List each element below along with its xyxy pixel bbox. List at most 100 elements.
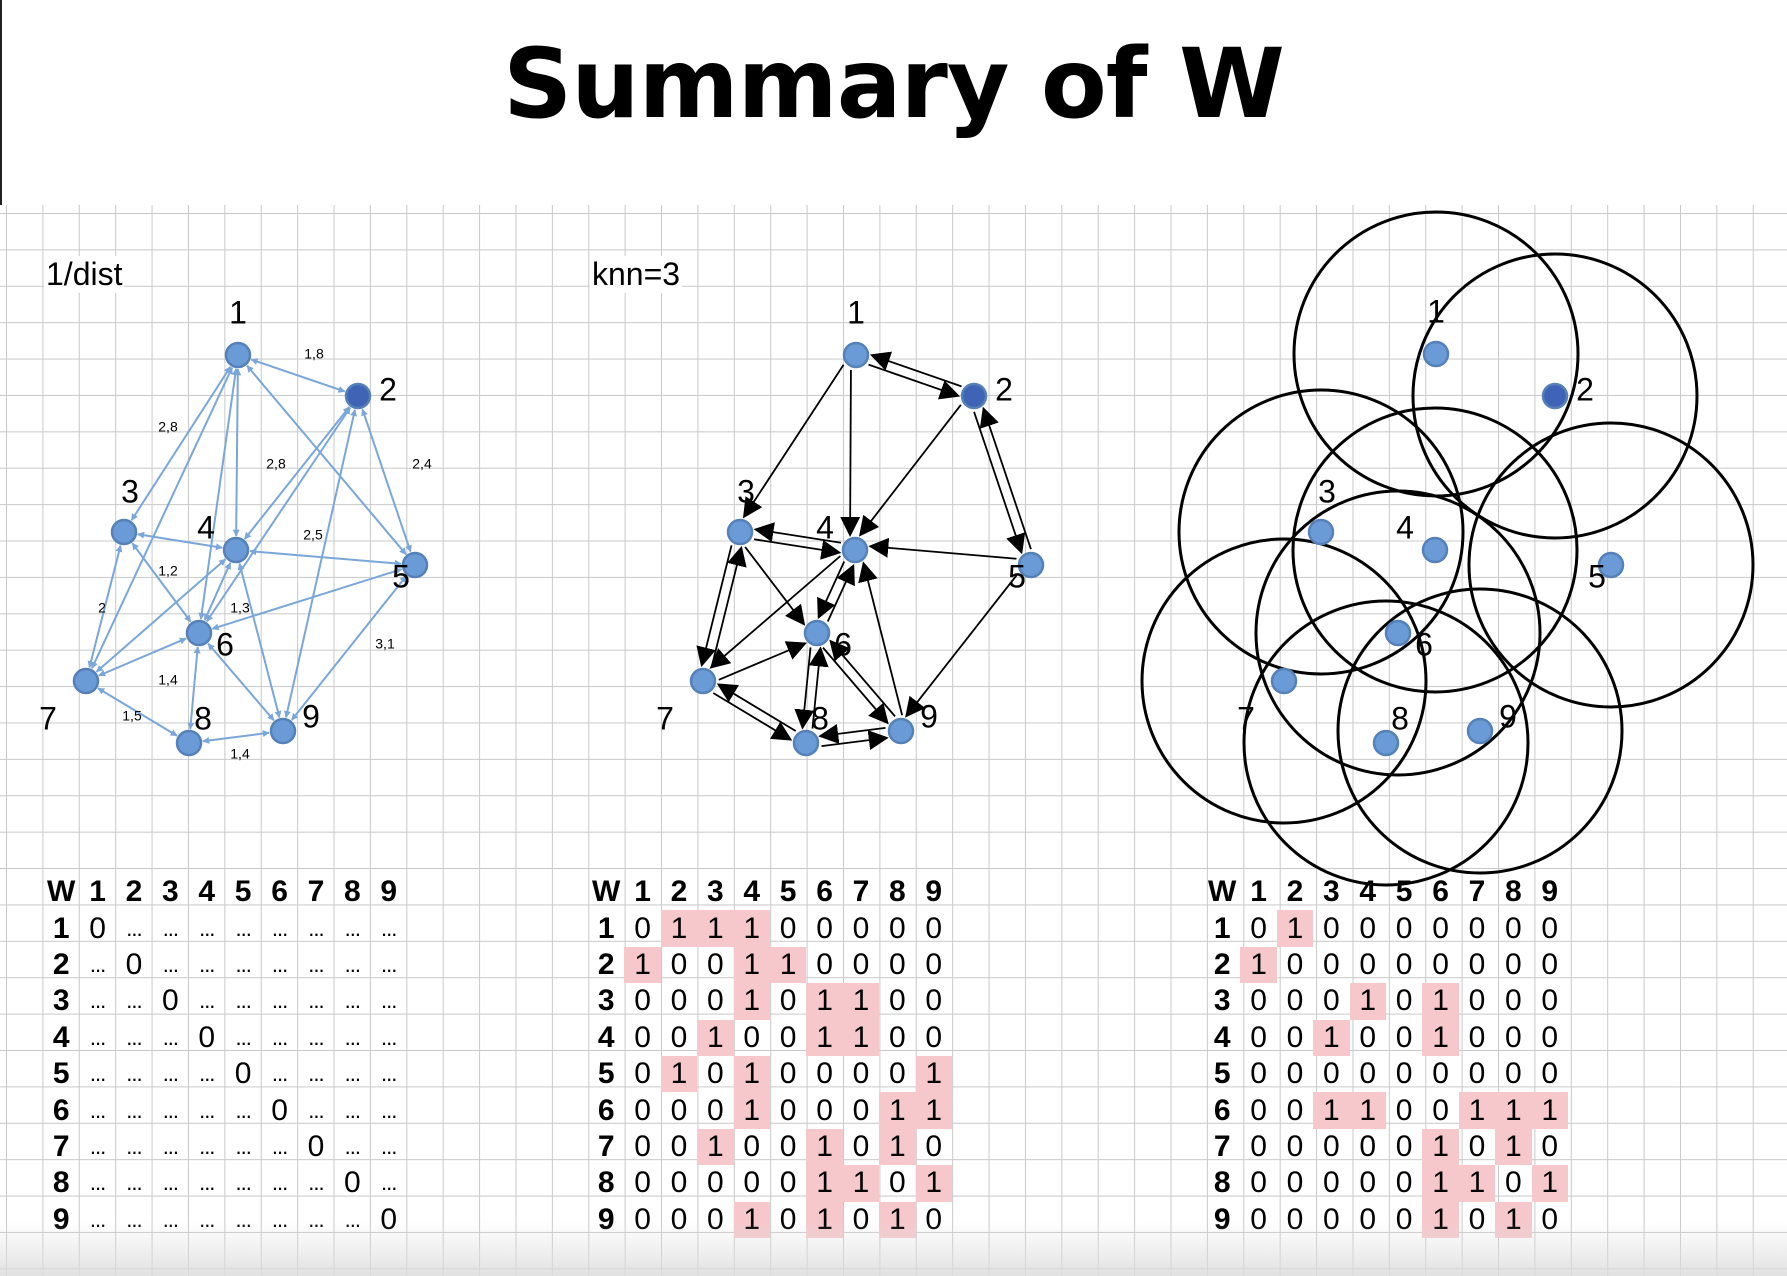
node-label: 8 (194, 700, 212, 736)
matrix-cell: 0 (852, 947, 870, 981)
matrix-cell: 0 (1432, 911, 1449, 945)
matrix-cell: 1 (1349, 983, 1386, 1020)
weighted-edge (361, 408, 412, 553)
matrix-cell: 0 (1250, 1166, 1267, 1200)
matrix-cell: 1 (733, 983, 770, 1020)
node-label: 1 (1427, 293, 1445, 329)
matrix-cell: ... (344, 1061, 361, 1087)
matrix-cell: 0 (343, 1166, 361, 1200)
matrix-row-header: 1 (597, 911, 615, 945)
weight-matrix-dist: W 1 2 3 4 5 6 7 8 9 1 0........................ 2...… (43, 874, 407, 1238)
matrix-cell: 0 (1395, 911, 1413, 945)
node-label: 8 (1391, 700, 1409, 736)
matrix-cell: ... (381, 915, 397, 941)
matrix-cell: 0 (670, 1020, 688, 1054)
matrix-cell: 0 (1468, 1129, 1486, 1163)
panel-2-label: knn=3 (590, 256, 683, 293)
matrix-cell: 1 (1531, 1092, 1568, 1129)
matrix-cell: 1 (1458, 1165, 1496, 1202)
matrix-row-header: 4 (52, 1020, 70, 1054)
matrix-row-header: 7 (1213, 1129, 1231, 1163)
matrix-row-header: 3 (597, 984, 615, 1018)
graph-node (689, 667, 717, 695)
knn-directed-edge (905, 573, 1019, 718)
matrix-cell: ... (235, 988, 251, 1014)
node-label: 3 (121, 473, 139, 509)
matrix-col-header: 2 (125, 875, 143, 909)
matrix-cell: 1 (915, 1055, 952, 1093)
graph-node (1017, 551, 1045, 579)
matrix-row-header: 2 (52, 947, 70, 981)
node-label: 2 (379, 371, 397, 407)
matrix-cell: 1 (806, 1128, 843, 1166)
matrix-cell: 0 (852, 1057, 870, 1091)
matrix-cell: ... (199, 1170, 215, 1196)
matrix-cell: ... (308, 915, 324, 941)
graph-node (1541, 382, 1569, 410)
node-label: 1 (229, 294, 247, 330)
matrix-cell: ... (89, 951, 106, 977)
matrix-cell: 1 (1313, 1019, 1350, 1056)
matrix-row: 5............ 0............ (43, 1056, 407, 1092)
knn-directed-edge (840, 369, 861, 537)
edge-weight-label: 1,3 (230, 600, 250, 616)
matrix-cell: 0 (1323, 1057, 1340, 1091)
matrix-cell: ... (381, 988, 397, 1014)
matrix-corner-label: W (1208, 875, 1237, 909)
knn-directed-edge (973, 411, 1026, 555)
node-label: 7 (656, 700, 674, 736)
edge-weight-label: 2,8 (158, 419, 178, 435)
matrix-cell: ... (344, 1133, 361, 1159)
knn-directed-edge (794, 647, 815, 730)
matrix-col-header: 7 (852, 875, 870, 909)
matrix-cell: 0 (162, 984, 179, 1018)
node-label: 2 (995, 371, 1013, 407)
graph-node (1421, 536, 1449, 564)
matrix-cell: 0 (1323, 984, 1340, 1018)
weighted-edge (232, 368, 242, 537)
matrix-cell: 0 (634, 911, 651, 945)
matrix-cell: ... (126, 915, 142, 941)
matrix-cell: ... (381, 1133, 397, 1159)
matrix-cell: 0 (925, 1020, 943, 1054)
node-label: 4 (816, 509, 834, 545)
matrix-cell: 0 (1541, 984, 1559, 1018)
matrix-cell: ... (344, 915, 361, 941)
matrix-cell: 0 (707, 1166, 724, 1200)
edge-weight-label: 2,8 (266, 456, 286, 472)
weighted-edge (207, 642, 275, 722)
matrix-row-header: 7 (597, 1129, 615, 1163)
matrix-cell: ... (271, 951, 288, 977)
matrix-row: 3...... 0.................. (43, 983, 407, 1019)
matrix-cell: 0 (1250, 1129, 1267, 1163)
matrix-cell: 1 (1531, 1165, 1568, 1202)
panel-1-edges (87, 358, 412, 744)
matrix-cell: ... (162, 1061, 179, 1087)
matrix-cell: 0 (707, 984, 724, 1018)
matrix-cell: ... (162, 951, 179, 977)
matrix-cell: ... (126, 1133, 142, 1159)
matrix-cell: 1 (1495, 1128, 1532, 1166)
matrix-cell: 0 (1468, 984, 1486, 1018)
node-label: 8 (811, 700, 829, 736)
graph-node (1372, 729, 1400, 757)
epsilon-radius-circle (1467, 421, 1755, 709)
matrix-col-header: 1 (634, 875, 651, 909)
matrix-cell: 1 (915, 1165, 952, 1202)
left-border (0, 0, 2, 210)
matrix-cell: 1 (697, 910, 734, 947)
matrix-cell: 1 (733, 910, 770, 947)
matrix-cell: ... (381, 1097, 397, 1123)
matrix-cell: 0 (1541, 911, 1559, 945)
graph-node (222, 536, 250, 564)
matrix-cell: 0 (1395, 984, 1413, 1018)
matrix-cell: 1 (697, 1019, 734, 1056)
knn-directed-edge (822, 647, 889, 725)
node-label: 4 (197, 509, 215, 545)
graph-node (887, 717, 915, 745)
knn-directed-edge (818, 723, 886, 744)
matrix-cell: 0 (743, 1166, 761, 1200)
